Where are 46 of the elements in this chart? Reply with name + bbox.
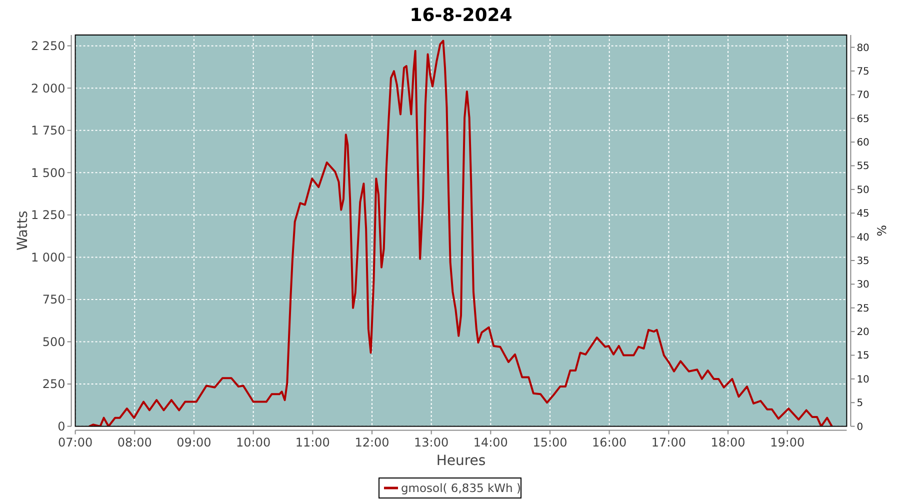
x-tick-label: 10:00	[236, 435, 271, 450]
y2-tick-label: 55	[856, 161, 870, 172]
y-tick-label: 1 000	[30, 250, 66, 264]
y2-tick-label: 80	[856, 42, 870, 54]
x-tick-label: 19:00	[770, 435, 805, 450]
y2-tick-label: 15	[856, 350, 870, 362]
y2-tick-label: 75	[856, 66, 870, 78]
y-tick-label: 0	[58, 420, 66, 434]
x-tick-label: 17:00	[651, 435, 686, 450]
x-tick-label: 07:00	[58, 435, 93, 450]
x-axis-title: Heures	[436, 453, 486, 469]
y-tick-label: 500	[42, 334, 66, 349]
legend-label: gmosol( 6,835 kWh )	[401, 481, 521, 496]
x-tick-label: 09:00	[176, 435, 212, 450]
y2-tick-label: 40	[856, 232, 870, 244]
y2-axis-title: %	[875, 224, 889, 236]
y2-tick-label: 10	[856, 374, 870, 386]
y-tick-label: 1 750	[30, 124, 66, 138]
y2-tick-label: 20	[856, 327, 870, 338]
x-tick-label: 08:00	[117, 435, 152, 450]
y-axis-title: Watts	[15, 210, 31, 251]
x-tick-label: 13:00	[414, 435, 449, 450]
x-tick-label: 12:00	[354, 435, 390, 450]
y2-tick-label: 65	[856, 114, 870, 125]
x-tick-label: 15:00	[532, 435, 568, 450]
y-tick-label: 750	[42, 292, 66, 307]
y2-tick-label: 0	[856, 422, 864, 433]
y2-tick-label: 50	[856, 184, 870, 196]
x-tick-label: 11:00	[295, 435, 330, 450]
x-tick-label: 18:00	[710, 435, 746, 450]
x-tick-label: 16:00	[592, 435, 627, 450]
y2-tick-label: 35	[856, 256, 870, 267]
line-series	[88, 40, 833, 426]
chart-title: 16-8-2024	[410, 5, 512, 26]
y-tick-label: 1 250	[30, 208, 66, 222]
y2-tick-label: 25	[856, 303, 870, 314]
y2-tick-label: 60	[856, 138, 870, 149]
y2-tick-label: 5	[856, 398, 864, 410]
y-tick-label: 2 000	[30, 81, 66, 96]
x-tick-label: 14:00	[473, 435, 508, 450]
y-tick-label: 250	[42, 377, 66, 392]
y-tick-label: 1 500	[30, 166, 66, 180]
y2-tick-label: 70	[856, 90, 870, 102]
y-tick-label: 2 250	[30, 39, 66, 54]
y2-tick-label: 45	[856, 208, 870, 220]
y2-tick-label: 30	[856, 280, 870, 291]
